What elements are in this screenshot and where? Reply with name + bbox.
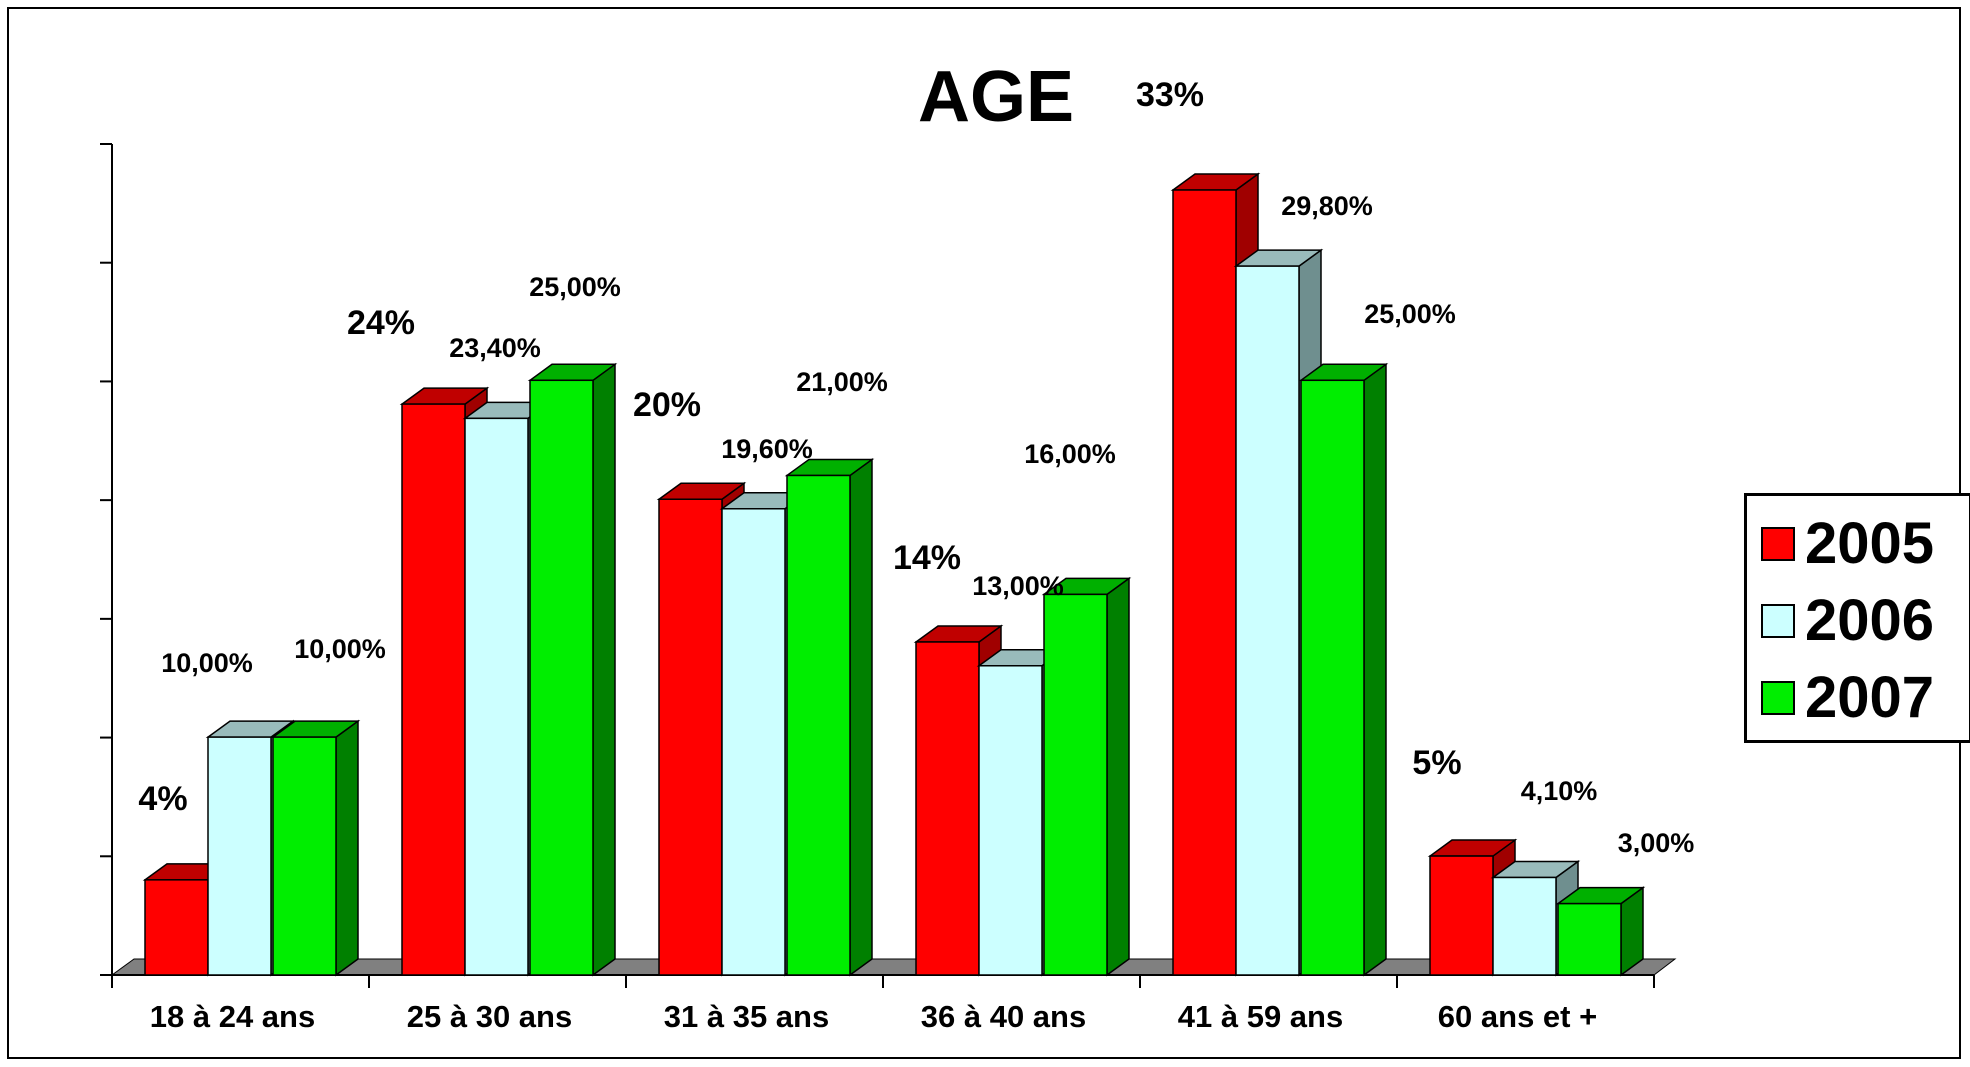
bar-2006-0 (207, 736, 272, 976)
data-label-2006-5: 4,10% (1521, 776, 1598, 806)
x-tick-label-0: 18 à 24 ans (150, 999, 315, 1034)
bar-side-2007-2 (849, 457, 873, 977)
chart-title: AGE (918, 57, 1075, 137)
data-label-2006-1: 23,40% (449, 333, 541, 363)
data-label-2006-2: 19,60% (721, 434, 813, 464)
legend-item-2007: 2007 (1761, 664, 1934, 732)
data-label-2005-4: 33% (1136, 76, 1204, 114)
x-tick-label-5: 60 ans et + (1438, 999, 1597, 1034)
bar-side-2007-4 (1363, 362, 1387, 977)
bar-2007-3 (1043, 593, 1108, 976)
legend-swatch-2006 (1761, 604, 1795, 638)
data-label-2005-3: 14% (893, 539, 961, 577)
bar-2005-1 (401, 403, 466, 976)
legend-item-2006: 2006 (1761, 587, 1934, 655)
data-label-2006-4: 29,80% (1281, 191, 1373, 221)
legend-swatch-2005 (1761, 527, 1795, 561)
data-label-2007-4: 25,00% (1364, 299, 1456, 329)
bar-2006-2 (721, 508, 786, 976)
legend: 2005 2006 2007 (1744, 493, 1970, 743)
data-label-2006-3: 13,00% (972, 571, 1064, 601)
x-tick-label-1: 25 à 30 ans (407, 999, 572, 1034)
bar-2005-2 (658, 498, 723, 976)
data-label-2007-0: 10,00% (294, 634, 386, 664)
data-label-2007-5: 3,00% (1618, 828, 1695, 858)
x-tick-label-3: 36 à 40 ans (921, 999, 1086, 1034)
bar-2005-0 (144, 879, 209, 976)
legend-label-2006: 2006 (1805, 588, 1935, 653)
data-label-2007-2: 21,00% (796, 367, 888, 397)
bar-2006-5 (1492, 876, 1557, 976)
data-label-2005-0: 4% (138, 780, 187, 818)
bar-2007-0 (272, 736, 337, 976)
data-label-2005-2: 20% (633, 386, 701, 424)
bar-2006-4 (1235, 265, 1300, 976)
legend-item-2005: 2005 (1761, 510, 1934, 578)
bar-2007-1 (529, 379, 594, 976)
x-tick-label-4: 41 à 59 ans (1178, 999, 1343, 1034)
data-label-2007-3: 16,00% (1024, 439, 1116, 469)
bar-2006-3 (978, 665, 1043, 976)
bar-2005-5 (1429, 855, 1494, 976)
bar-side-2007-0 (335, 719, 359, 977)
bar-2005-4 (1172, 189, 1237, 976)
bar-side-2007-1 (592, 362, 616, 977)
bar-side-2007-3 (1106, 576, 1130, 977)
legend-label-2007: 2007 (1805, 665, 1935, 730)
data-label-2007-1: 25,00% (529, 272, 621, 302)
bar-2007-4 (1300, 379, 1365, 976)
bar-2006-1 (464, 417, 529, 976)
legend-label-2005: 2005 (1805, 511, 1935, 576)
bar-2007-5 (1557, 902, 1622, 976)
data-label-2005-5: 5% (1412, 744, 1461, 782)
data-label-2006-0: 10,00% (161, 648, 253, 678)
bar-2007-2 (786, 474, 851, 976)
x-tick-label-2: 31 à 35 ans (664, 999, 829, 1034)
data-label-2005-1: 24% (347, 304, 415, 342)
bar-2005-3 (915, 641, 980, 976)
legend-swatch-2007 (1761, 681, 1795, 715)
